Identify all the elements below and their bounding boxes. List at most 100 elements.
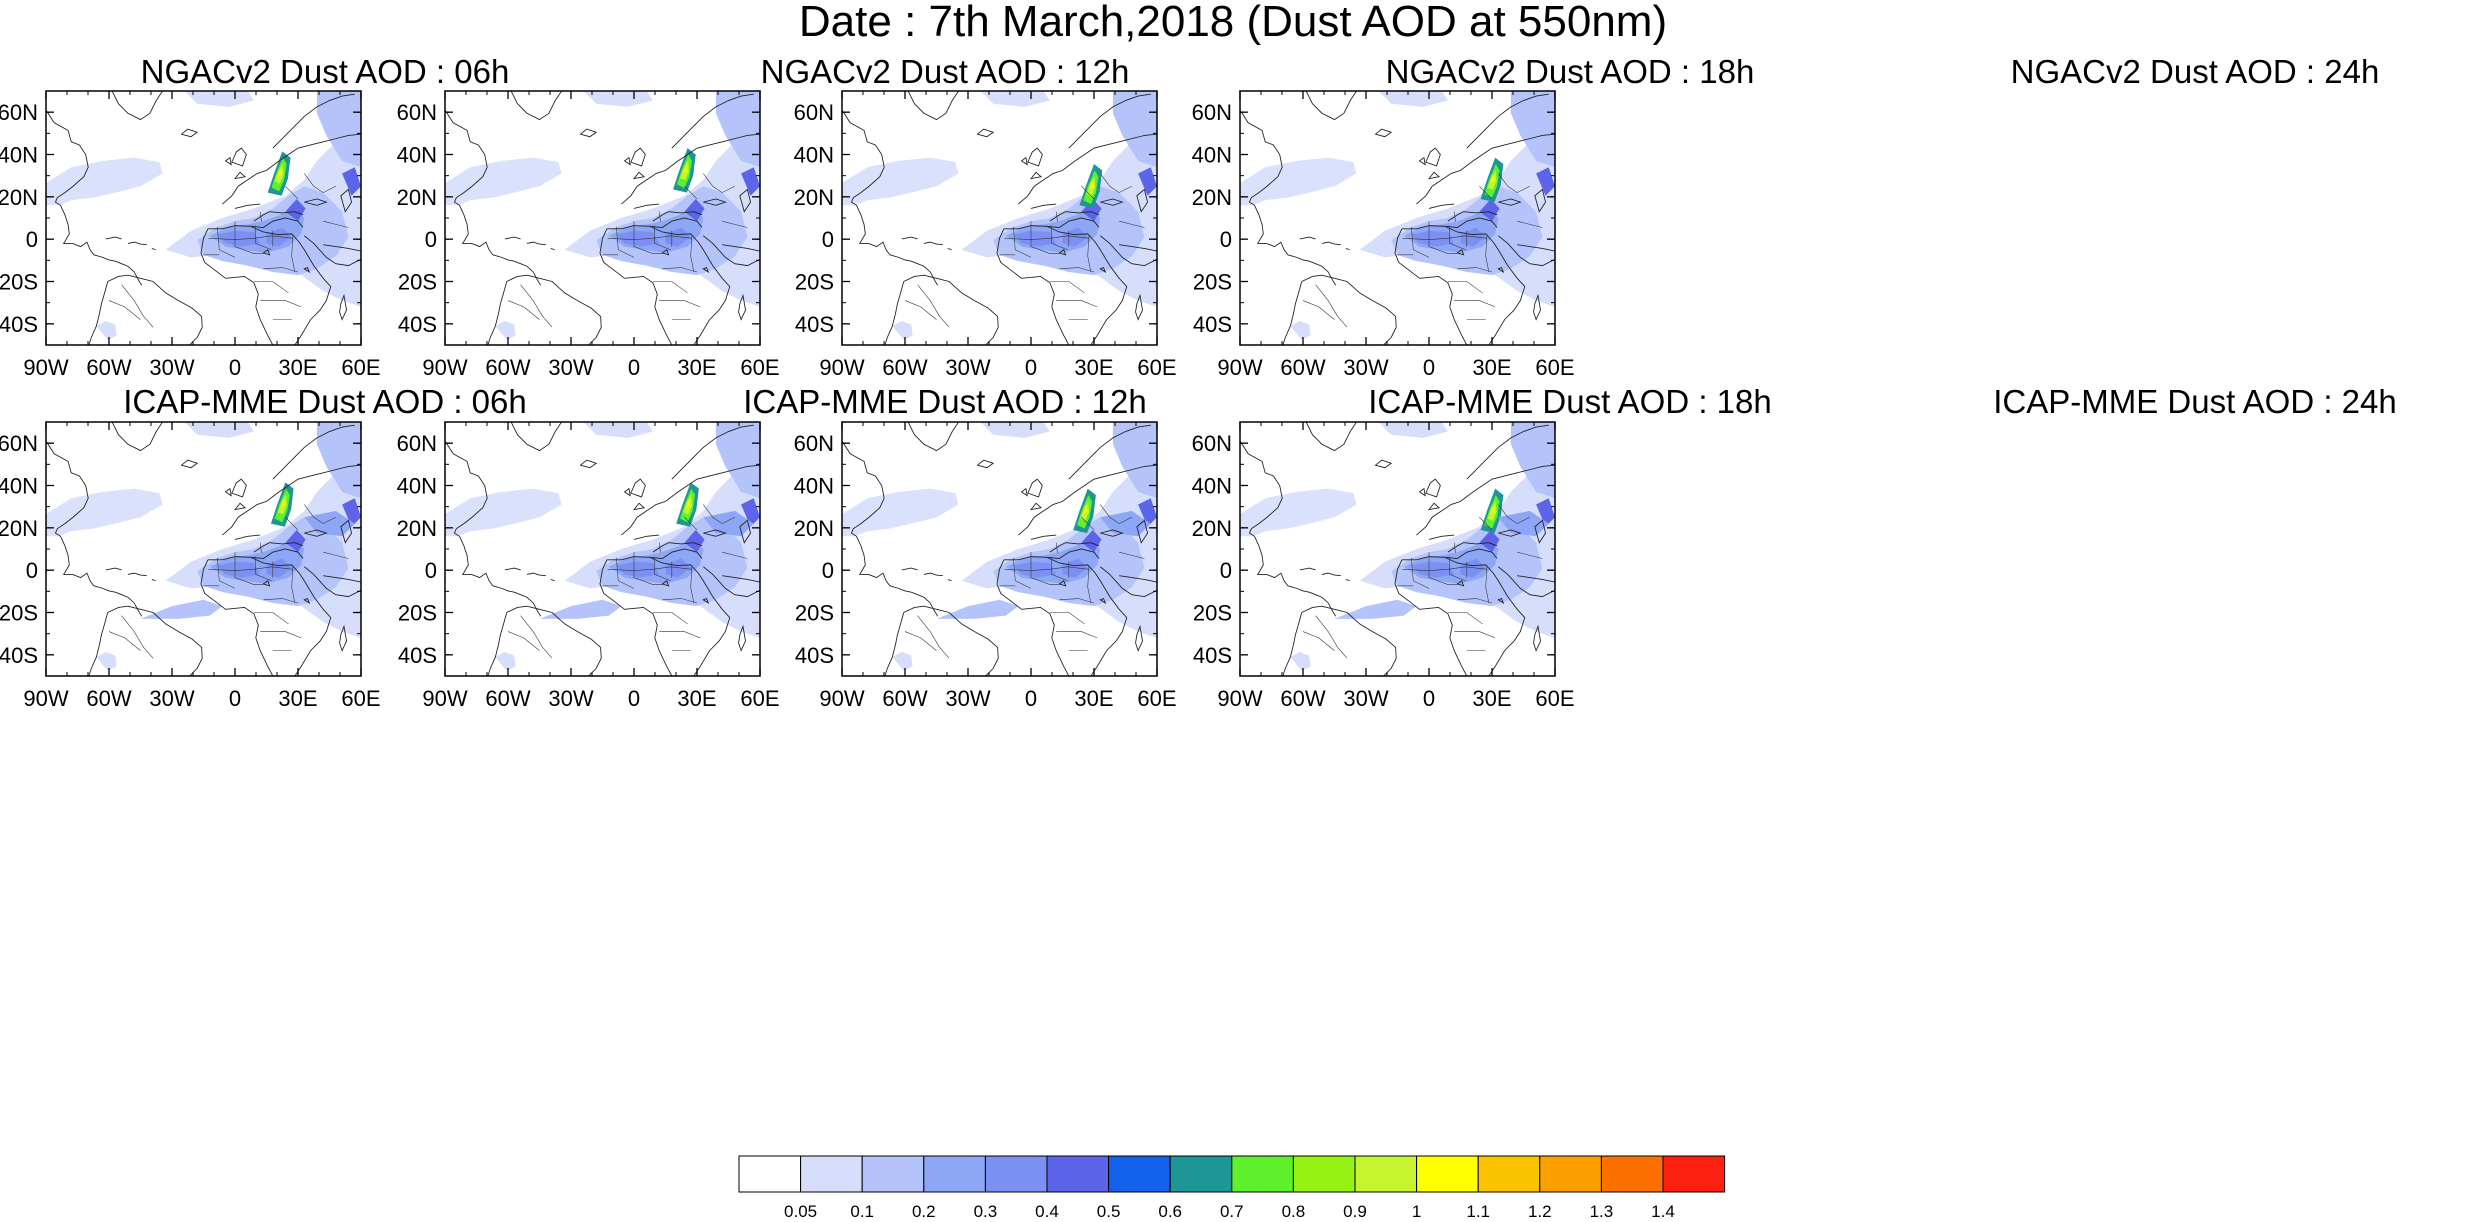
lon-tick-label: 60E	[1535, 686, 1574, 711]
lon-tick-label: 30W	[1343, 686, 1388, 711]
lon-tick-label: 60E	[740, 355, 779, 380]
lat-tick-label: 60N	[794, 431, 834, 456]
aod-shading	[842, 91, 1157, 340]
lon-tick-label: 0	[229, 686, 241, 711]
lon-tick-label: 0	[229, 355, 241, 380]
lon-tick-label: 90W	[23, 355, 68, 380]
colorbar-label: 1.4	[1651, 1202, 1675, 1221]
lat-tick-label: 0	[425, 227, 437, 252]
lon-tick-label: 60E	[1137, 686, 1176, 711]
lat-tick-label: 20S	[1193, 601, 1232, 626]
lat-tick-label: 40S	[1193, 312, 1232, 337]
lon-tick-label: 30E	[1074, 355, 1113, 380]
colorbar-swatch	[1416, 1155, 1479, 1193]
figure-title: Date : 7th March,2018 (Dust AOD at 550nm…	[798, 0, 1668, 46]
lat-tick-label: 40N	[0, 143, 38, 168]
colorbar-label: 1.1	[1466, 1202, 1490, 1221]
lat-tick-label: 60N	[0, 431, 38, 456]
lon-tick-label: 60W	[1280, 355, 1325, 380]
map-panel-8: 90W 60W 30W 0 30E 60E 60N 40N 20N 0 20S 40S	[1192, 421, 1575, 711]
colorbar-swatch	[1354, 1155, 1418, 1193]
lon-tick-label: 60E	[341, 355, 380, 380]
lat-tick-label: 20N	[1192, 516, 1232, 541]
lat-tick-label: 40S	[795, 643, 834, 668]
lat-tick-label: 0	[1220, 227, 1232, 252]
lon-tick-label: 30W	[945, 355, 990, 380]
lat-tick-label: 20N	[397, 185, 437, 210]
aod-shading	[842, 422, 1157, 671]
colorbar-swatch	[1539, 1155, 1602, 1193]
lat-tick-label: 60N	[397, 100, 437, 125]
lon-tick-label: 30W	[548, 355, 593, 380]
colorbar-swatch	[1477, 1155, 1541, 1193]
aod-shading	[445, 91, 760, 340]
colorbar-swatch	[1292, 1155, 1356, 1193]
lat-tick-label: 0	[1220, 558, 1232, 583]
lat-tick-label: 0	[822, 558, 834, 583]
panel-title-icap-18h: ICAP-MME Dust AOD : 18h	[1368, 383, 1772, 420]
lat-tick-label: 0	[26, 558, 38, 583]
colorbar-label: 0.4	[1035, 1202, 1059, 1221]
panel-title-ngac-24h: NGACv2 Dust AOD : 24h	[2010, 53, 2380, 90]
lat-tick-label: 20S	[795, 270, 834, 295]
map-panel-4: 90W 60W 30W 0 30E 60E 60N 40N 20N 0 20S 40S	[1192, 90, 1575, 380]
lat-tick-label: 40N	[794, 143, 834, 168]
aod-shading	[1240, 91, 1555, 340]
colorbar-label: 0.9	[1343, 1202, 1367, 1221]
colorbar-label: 0.1	[850, 1202, 874, 1221]
lat-tick-label: 40N	[397, 143, 437, 168]
lat-tick-label: 20N	[397, 516, 437, 541]
colorbar-label: 0.5	[1097, 1202, 1121, 1221]
colorbar-swatch	[1046, 1155, 1110, 1193]
panel-title-ngac-18h: NGACv2 Dust AOD : 18h	[1385, 53, 1755, 90]
map-panel-1: 90W 60W 30W 0 30E 60E 60N 40N 20N 0 20S 40S	[0, 90, 381, 380]
colorbar-label: 1.3	[1590, 1202, 1614, 1221]
lon-tick-label: 30E	[278, 686, 317, 711]
colorbar-label: 0.8	[1282, 1202, 1306, 1221]
lat-tick-label: 40N	[1192, 143, 1232, 168]
lon-tick-label: 90W	[819, 355, 864, 380]
lon-tick-label: 60E	[1137, 355, 1176, 380]
lon-tick-label: 0	[628, 686, 640, 711]
lat-tick-label: 40N	[1192, 474, 1232, 499]
colorbar-label: 0.7	[1220, 1202, 1244, 1221]
lon-tick-label: 60E	[1535, 355, 1574, 380]
colorbar-label: 0.6	[1158, 1202, 1182, 1221]
lon-tick-label: 90W	[422, 686, 467, 711]
lat-tick-label: 0	[425, 558, 437, 583]
lon-tick-label: 30W	[945, 686, 990, 711]
lat-tick-label: 20N	[0, 516, 38, 541]
lon-tick-label: 30E	[1074, 686, 1113, 711]
lon-tick-label: 30E	[1472, 686, 1511, 711]
lon-tick-label: 30W	[149, 686, 194, 711]
lon-tick-label: 60E	[341, 686, 380, 711]
lon-tick-label: 30W	[1343, 355, 1388, 380]
colorbar-swatch	[1231, 1155, 1294, 1193]
lon-tick-label: 90W	[819, 686, 864, 711]
lat-tick-label: 20S	[795, 601, 834, 626]
lat-tick-label: 20N	[794, 516, 834, 541]
lon-tick-label: 60W	[485, 355, 530, 380]
lat-tick-label: 40S	[0, 312, 38, 337]
lat-tick-label: 0	[26, 227, 38, 252]
map-panel-7: 90W 60W 30W 0 30E 60E 60N 40N 20N 0 20S 40S	[794, 421, 1177, 711]
map-panel-3: 90W 60W 30W 0 30E 60E 60N 40N 20N 0 20S 40S	[794, 90, 1177, 380]
colorbar-swatch	[923, 1155, 986, 1193]
colorbar-swatch	[1108, 1155, 1171, 1193]
lon-tick-label: 60W	[882, 355, 927, 380]
lat-tick-label: 60N	[794, 100, 834, 125]
lon-tick-label: 90W	[1217, 355, 1262, 380]
colorbar-swatch	[1662, 1155, 1726, 1193]
lon-tick-label: 30E	[677, 355, 716, 380]
lat-tick-label: 60N	[0, 100, 38, 125]
lat-tick-label: 20S	[398, 270, 437, 295]
lat-tick-label: 40S	[398, 312, 437, 337]
lat-tick-label: 20S	[398, 601, 437, 626]
colorbar-swatch	[738, 1155, 802, 1193]
map-panel-2: 90W 60W 30W 0 30E 60E 60N 40N 20N 0 20S 40S	[397, 90, 780, 380]
panel-title-ngac-12h: NGACv2 Dust AOD : 12h	[760, 53, 1130, 90]
aod-shading	[46, 422, 361, 671]
lat-tick-label: 20S	[0, 601, 38, 626]
lat-tick-label: 60N	[1192, 431, 1232, 456]
lat-tick-label: 40N	[794, 474, 834, 499]
